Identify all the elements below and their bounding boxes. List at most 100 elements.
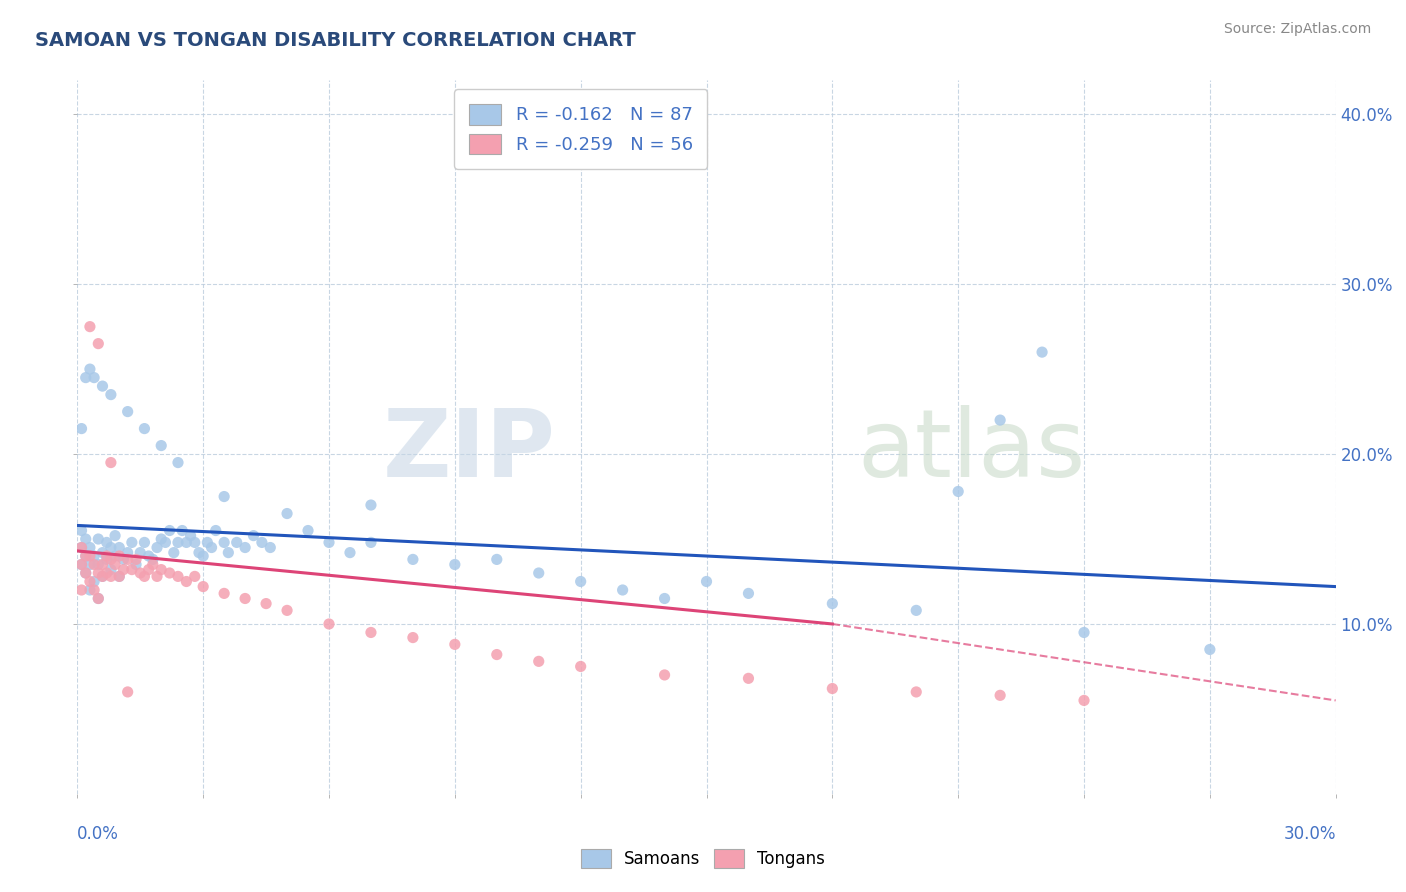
Point xyxy=(138,549,160,563)
Point xyxy=(112,563,135,577)
Point xyxy=(654,591,676,606)
Point xyxy=(159,566,181,580)
Point xyxy=(402,552,425,566)
Point xyxy=(212,490,235,504)
Point xyxy=(75,370,97,384)
Point xyxy=(87,336,110,351)
Point xyxy=(75,549,97,563)
Point xyxy=(91,546,114,560)
Point xyxy=(104,549,127,563)
Point xyxy=(259,541,281,555)
Point xyxy=(121,563,143,577)
Point xyxy=(117,546,139,560)
Point xyxy=(108,549,131,563)
Point xyxy=(79,549,101,563)
Point xyxy=(134,535,156,549)
Point xyxy=(108,569,131,583)
Point xyxy=(100,563,122,577)
Point xyxy=(527,654,550,668)
Point xyxy=(87,591,110,606)
Point xyxy=(212,535,235,549)
Point xyxy=(191,549,215,563)
Point xyxy=(612,582,634,597)
Point xyxy=(318,535,340,549)
Point xyxy=(100,387,122,401)
Point xyxy=(104,528,127,542)
Point xyxy=(444,558,467,572)
Point xyxy=(83,574,105,589)
Point xyxy=(150,439,173,453)
Point xyxy=(250,535,273,549)
Point xyxy=(696,574,718,589)
Point xyxy=(905,603,928,617)
Point xyxy=(184,569,207,583)
Point xyxy=(176,535,198,549)
Point xyxy=(167,535,190,549)
Point xyxy=(485,552,508,566)
Point xyxy=(297,524,319,538)
Point xyxy=(1073,693,1095,707)
Point xyxy=(70,524,93,538)
Point xyxy=(444,637,467,651)
Point xyxy=(905,685,928,699)
Point xyxy=(360,625,382,640)
Point xyxy=(100,456,122,470)
Point xyxy=(87,532,110,546)
Point xyxy=(79,319,101,334)
Point xyxy=(142,558,165,572)
Point xyxy=(96,535,118,549)
Point xyxy=(159,524,181,538)
Point xyxy=(948,484,970,499)
Point xyxy=(1073,625,1095,640)
Point xyxy=(70,421,93,435)
Point xyxy=(91,569,114,583)
Point xyxy=(79,541,101,555)
Point xyxy=(87,591,110,606)
Point xyxy=(70,541,93,555)
Point xyxy=(188,546,211,560)
Point xyxy=(75,532,97,546)
Legend: R = -0.162   N = 87, R = -0.259   N = 56: R = -0.162 N = 87, R = -0.259 N = 56 xyxy=(454,89,707,169)
Point xyxy=(233,541,256,555)
Text: SAMOAN VS TONGAN DISABILITY CORRELATION CHART: SAMOAN VS TONGAN DISABILITY CORRELATION … xyxy=(35,31,636,50)
Point xyxy=(129,566,152,580)
Text: Source: ZipAtlas.com: Source: ZipAtlas.com xyxy=(1223,22,1371,37)
Text: ZIP: ZIP xyxy=(382,405,555,498)
Point xyxy=(1031,345,1053,359)
Text: 0.0%: 0.0% xyxy=(77,825,120,843)
Point xyxy=(167,456,190,470)
Point xyxy=(142,552,165,566)
Point xyxy=(70,558,93,572)
Point xyxy=(79,574,101,589)
Point xyxy=(134,569,156,583)
Point xyxy=(117,404,139,418)
Point xyxy=(108,541,131,555)
Point xyxy=(569,659,592,673)
Point xyxy=(83,582,105,597)
Point xyxy=(821,681,844,696)
Point xyxy=(70,582,93,597)
Point xyxy=(163,546,186,560)
Point xyxy=(217,546,239,560)
Point xyxy=(134,421,156,435)
Point xyxy=(254,597,277,611)
Point xyxy=(83,549,105,563)
Point xyxy=(988,689,1011,703)
Point xyxy=(167,569,190,583)
Point xyxy=(125,558,148,572)
Point xyxy=(191,580,215,594)
Point xyxy=(654,668,676,682)
Point xyxy=(339,546,361,560)
Point xyxy=(79,362,101,376)
Point xyxy=(79,558,101,572)
Point xyxy=(569,574,592,589)
Point xyxy=(129,546,152,560)
Point xyxy=(204,524,226,538)
Point xyxy=(485,648,508,662)
Point xyxy=(104,558,127,572)
Legend: Samoans, Tongans: Samoans, Tongans xyxy=(574,842,832,875)
Point xyxy=(402,631,425,645)
Point xyxy=(150,532,173,546)
Point xyxy=(121,535,143,549)
Point xyxy=(83,558,105,572)
